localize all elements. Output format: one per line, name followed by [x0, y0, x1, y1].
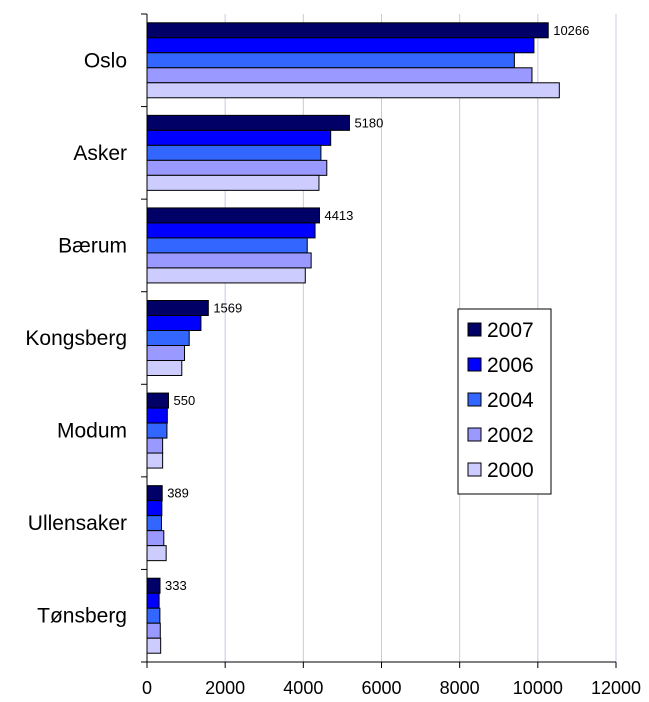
category-label: Oslo: [84, 49, 127, 72]
bar-2000-5: [146, 452, 164, 469]
data-label: 5180: [354, 115, 383, 130]
legend-label: 2004: [487, 389, 534, 412]
data-label: 333: [165, 578, 187, 593]
bar-2000-1: [146, 82, 560, 99]
data-label: 4413: [324, 208, 353, 223]
bar-2004-4: [146, 330, 190, 346]
x-tick-label: 2000: [205, 678, 245, 698]
x-tick-labels: 0 2000 4000 6000 8000 10000 12000: [142, 678, 641, 698]
category-label: Asker: [73, 142, 127, 165]
bar-2006-1: [146, 37, 535, 54]
bar-2007-5: [146, 392, 169, 409]
x-tick-label: 4000: [283, 678, 323, 698]
bar-2000-2: [146, 174, 320, 191]
bar-2004-7: [146, 607, 161, 624]
bar-2006-4: [146, 315, 202, 331]
bar-2002-4: [146, 345, 186, 361]
legend-swatch: [467, 322, 482, 337]
legend-swatch: [467, 392, 482, 407]
bar-2007-2: [146, 114, 350, 131]
bar-2002-3: [146, 252, 312, 269]
bar-2006-7: [146, 592, 160, 609]
bar-2004-5: [146, 422, 168, 439]
legend-swatch: [467, 357, 482, 372]
bar-2000-6: [146, 545, 167, 562]
category-labels: Oslo Asker Bærum Kongsberg Modum Ullensaker Tø…: [25, 49, 127, 627]
category-label: Modum: [57, 420, 127, 443]
data-label: 550: [173, 393, 195, 408]
legend-swatch: [467, 427, 482, 442]
bar-2002-2: [146, 159, 328, 176]
bar-2002-6: [146, 530, 165, 547]
bar-2004-6: [146, 515, 162, 532]
bar-2006-2: [146, 129, 332, 146]
legend-label: 2002: [487, 424, 534, 447]
x-tick-label: 0: [142, 678, 152, 698]
bar-2007-3: [146, 207, 320, 224]
data-labels: 10266 5180 4413 1569 550 389 333: [165, 23, 589, 593]
bar-2000-7: [146, 637, 162, 654]
legend-label: 2000: [487, 459, 534, 482]
bar-2002-7: [146, 622, 161, 639]
legend: 2007 2006 2004 2002 2000: [457, 308, 552, 495]
bar-2004-3: [146, 237, 308, 254]
data-label: 10266: [553, 23, 589, 38]
bar-2004-1: [146, 52, 515, 69]
x-tick-label: 6000: [361, 678, 401, 698]
bar-2007-4: [146, 300, 209, 316]
legend-label: 2006: [487, 354, 534, 377]
category-label: Bærum: [58, 234, 127, 257]
category-label: Ullensaker: [28, 512, 127, 535]
data-label: 389: [167, 486, 189, 501]
category-label: Tønsberg: [37, 605, 127, 628]
x-tick-label: 8000: [440, 678, 480, 698]
bar-2000-4: [146, 360, 183, 376]
legend-label: 2007: [487, 319, 534, 342]
bar-2007-7: [146, 577, 161, 594]
bar-2002-1: [146, 67, 533, 84]
bar-2007-6: [146, 485, 163, 502]
bar-2006-6: [146, 500, 163, 517]
data-label: 1569: [213, 301, 242, 316]
axes: [141, 13, 617, 668]
bar-2007-1: [146, 22, 549, 39]
bar-2004-2: [146, 144, 322, 161]
bar-2006-5: [146, 407, 168, 424]
bar-2002-5: [146, 437, 164, 454]
legend-swatch: [467, 462, 482, 477]
bar-2006-3: [146, 222, 316, 239]
gridlines: [224, 14, 617, 662]
bar-2000-3: [146, 267, 306, 284]
x-tick-label: 12000: [591, 678, 641, 698]
category-label: Kongsberg: [25, 327, 127, 350]
x-tick-label: 10000: [513, 678, 563, 698]
